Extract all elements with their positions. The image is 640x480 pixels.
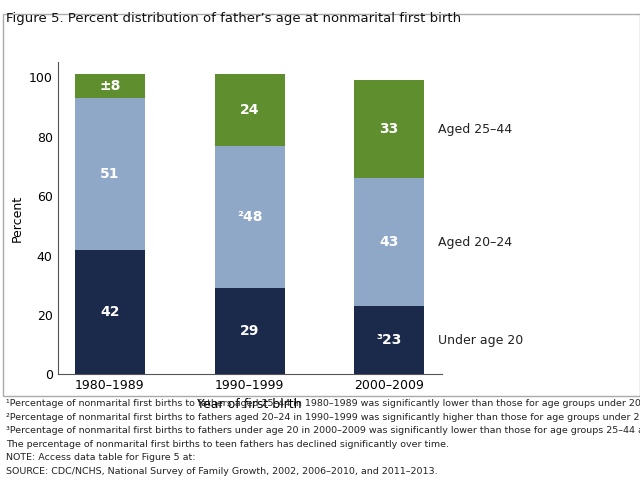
Text: 33: 33	[380, 122, 399, 136]
Text: 51: 51	[100, 167, 120, 181]
Text: ³23: ³23	[376, 333, 402, 347]
Bar	[355, 80, 424, 178]
Text: SOURCE: CDC/NCHS, National Survey of Family Growth, 2002, 2006–2010, and 2011–20: SOURCE: CDC/NCHS, National Survey of Fam…	[6, 467, 438, 476]
Y-axis label: Percent: Percent	[10, 195, 23, 242]
Text: Figure 5. Percent distribution of father’s age at nonmarital first birth: Figure 5. Percent distribution of father…	[6, 12, 461, 25]
Text: ¹Percentage of nonmarital first births to fathers aged 25–44 in 1980–1989 was si: ¹Percentage of nonmarital first births t…	[6, 399, 640, 408]
Bar	[75, 98, 145, 250]
X-axis label: Year of first birth: Year of first birth	[197, 398, 302, 411]
Bar	[75, 250, 145, 374]
Text: Aged 20–24: Aged 20–24	[438, 236, 511, 249]
Text: ³Percentage of nonmarital first births to fathers under age 20 in 2000–2009 was : ³Percentage of nonmarital first births t…	[6, 426, 640, 435]
Text: 29: 29	[240, 324, 259, 338]
Bar	[75, 74, 145, 98]
Bar	[355, 306, 424, 374]
Text: Aged 25–44: Aged 25–44	[438, 123, 511, 136]
Bar	[214, 74, 285, 145]
Bar	[214, 288, 285, 374]
Bar	[214, 145, 285, 288]
Text: 42: 42	[100, 305, 120, 319]
Text: ²Percentage of nonmarital first births to fathers aged 20–24 in 1990–1999 was si: ²Percentage of nonmarital first births t…	[6, 413, 640, 422]
Text: 43: 43	[380, 235, 399, 249]
Text: 24: 24	[240, 103, 259, 117]
Text: ²48: ²48	[237, 210, 262, 224]
Text: The percentage of nonmarital first births to teen fathers has declined significa: The percentage of nonmarital first birth…	[6, 440, 449, 449]
Text: Under age 20: Under age 20	[438, 334, 523, 347]
Text: ±8: ±8	[99, 79, 121, 93]
Bar	[355, 178, 424, 306]
Text: NOTE: Access data table for Figure 5 at:: NOTE: Access data table for Figure 5 at:	[6, 453, 199, 462]
